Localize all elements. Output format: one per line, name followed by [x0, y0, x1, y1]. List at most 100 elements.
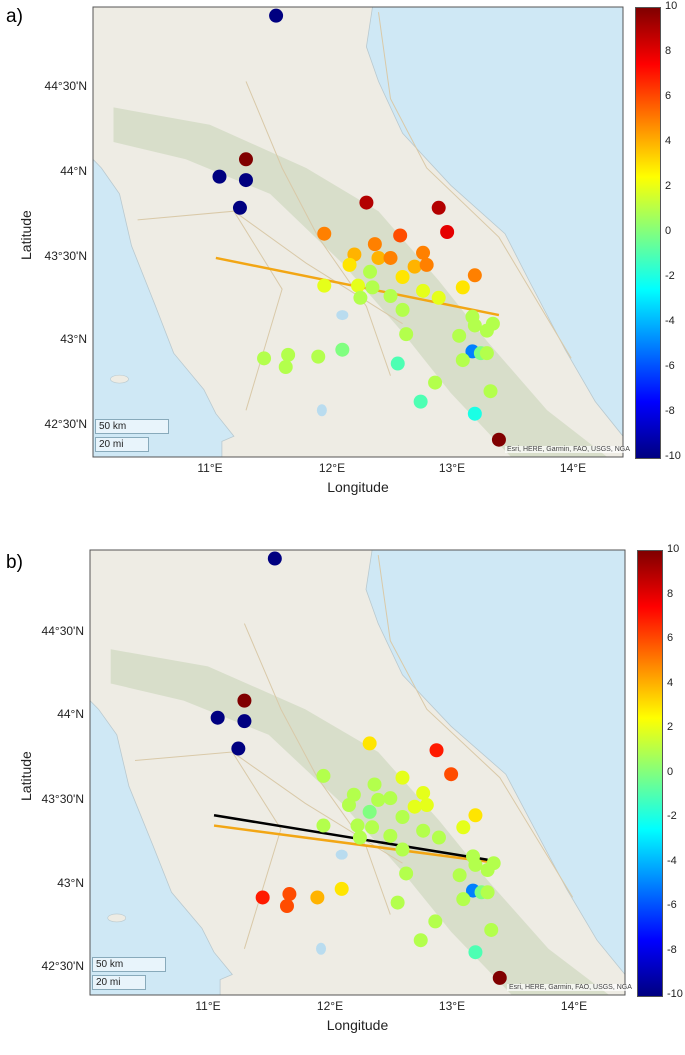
road: [233, 210, 283, 411]
map-attribution: Esri, HERE, Garmin, FAO, USGS, NGA: [505, 446, 632, 453]
colorbar: [637, 550, 663, 997]
station-point: [232, 200, 247, 215]
latitude-tick-label: 43°N: [57, 876, 84, 890]
colorbar-tick-label: 2: [667, 721, 674, 733]
station-point: [353, 290, 368, 305]
station-point: [428, 375, 443, 390]
colorbar-tick-label: -6: [665, 360, 675, 372]
station-point: [467, 406, 482, 421]
island-elba: [110, 374, 129, 384]
station-point: [468, 945, 483, 960]
station-point: [310, 890, 325, 905]
scale-bar-mi: 20 mi: [95, 437, 149, 452]
road: [378, 12, 572, 359]
station-point: [267, 551, 282, 566]
map-frame: [92, 6, 624, 458]
station-point: [395, 842, 410, 857]
station-point: [444, 767, 459, 782]
station-point: [431, 200, 446, 215]
longitude-tick-label: 13°E: [438, 461, 466, 475]
station-point: [416, 283, 431, 298]
map-figure: [92, 6, 624, 458]
station-point: [347, 247, 362, 262]
map-attribution: Esri, HERE, Garmin, FAO, USGS, NGA: [507, 984, 634, 991]
colorbar-tick-label: -6: [667, 899, 677, 911]
station-point: [237, 693, 252, 708]
lake-trasimeno: [336, 310, 349, 321]
station-point: [452, 868, 467, 883]
station-point: [341, 798, 356, 813]
latitude-tick-label: 42°30'N: [41, 959, 84, 973]
road: [137, 210, 403, 325]
station-point: [456, 820, 471, 835]
station-point: [393, 228, 408, 243]
trend-line: [213, 824, 500, 865]
station-point: [480, 885, 495, 900]
station-point: [455, 353, 470, 368]
latitude-tick-label: 44°N: [60, 164, 87, 178]
latitude-tick-label: 42°30'N: [44, 417, 87, 431]
map-frame: [89, 549, 626, 996]
scale-bar-mi: 20 mi: [92, 975, 146, 990]
station-point: [480, 863, 495, 878]
station-point: [255, 890, 270, 905]
road: [231, 751, 282, 949]
station-point: [362, 736, 377, 751]
station-point: [351, 278, 365, 293]
station-point: [311, 349, 326, 364]
station-point: [278, 360, 293, 374]
colorbar-tick-label: 8: [665, 45, 672, 57]
station-point: [363, 264, 378, 279]
station-point: [342, 257, 357, 272]
longitude-tick-label: 11°E: [195, 999, 221, 1013]
station-point: [428, 914, 443, 929]
colorbar-tick-label: 4: [667, 676, 674, 689]
station-point: [257, 351, 272, 366]
station-point: [452, 328, 467, 343]
colorbar-tick-label: 0: [665, 225, 672, 237]
station-point: [407, 259, 422, 274]
map-figure: [89, 549, 626, 996]
colorbar-tick-label: 4: [665, 135, 672, 147]
station-point: [413, 933, 428, 948]
station-point: [237, 714, 252, 729]
colorbar-tick-label: -10: [667, 988, 683, 1000]
station-point: [467, 268, 482, 283]
station-point: [238, 152, 253, 167]
station-point: [492, 970, 507, 985]
station-point: [371, 792, 386, 807]
station-point: [413, 394, 428, 409]
station-point: [419, 798, 434, 813]
lake-bolsena: [316, 404, 327, 417]
colorbar-tick-label: -2: [665, 270, 675, 282]
station-point: [367, 777, 382, 792]
station-point: [440, 225, 455, 239]
station-point: [395, 770, 410, 785]
station-point: [365, 280, 380, 295]
station-point: [416, 245, 431, 260]
station-point: [316, 818, 331, 833]
station-point: [383, 250, 398, 265]
longitude-tick-label: 12°E: [316, 999, 344, 1013]
station-point: [367, 237, 382, 252]
colorbar-tick-label: -10: [665, 450, 681, 462]
station-point: [431, 290, 446, 305]
station-point: [479, 346, 494, 361]
longitude-tick-label: 14°E: [559, 461, 587, 475]
station-point: [335, 342, 350, 357]
latitude-tick-label: 43°30'N: [44, 249, 87, 263]
station-point: [395, 810, 410, 824]
station-point: [456, 892, 471, 907]
station-point: [269, 8, 284, 23]
latitude-tick-label: 43°30'N: [41, 792, 84, 806]
panel-a: a) 44°30'N 44°N 43°30'N 43°N 42°30'N 11°E 12°E…: [0, 0, 685, 520]
station-point: [395, 270, 410, 284]
station-point: [383, 289, 398, 304]
station-point: [316, 768, 331, 783]
latitude-tick-label: 44°30'N: [41, 624, 84, 638]
station-point: [317, 226, 332, 241]
station-point: [491, 432, 506, 447]
trend-line: [213, 814, 488, 862]
latitude-tick-label: 43°N: [60, 332, 87, 346]
panel-letter: a): [6, 6, 23, 27]
